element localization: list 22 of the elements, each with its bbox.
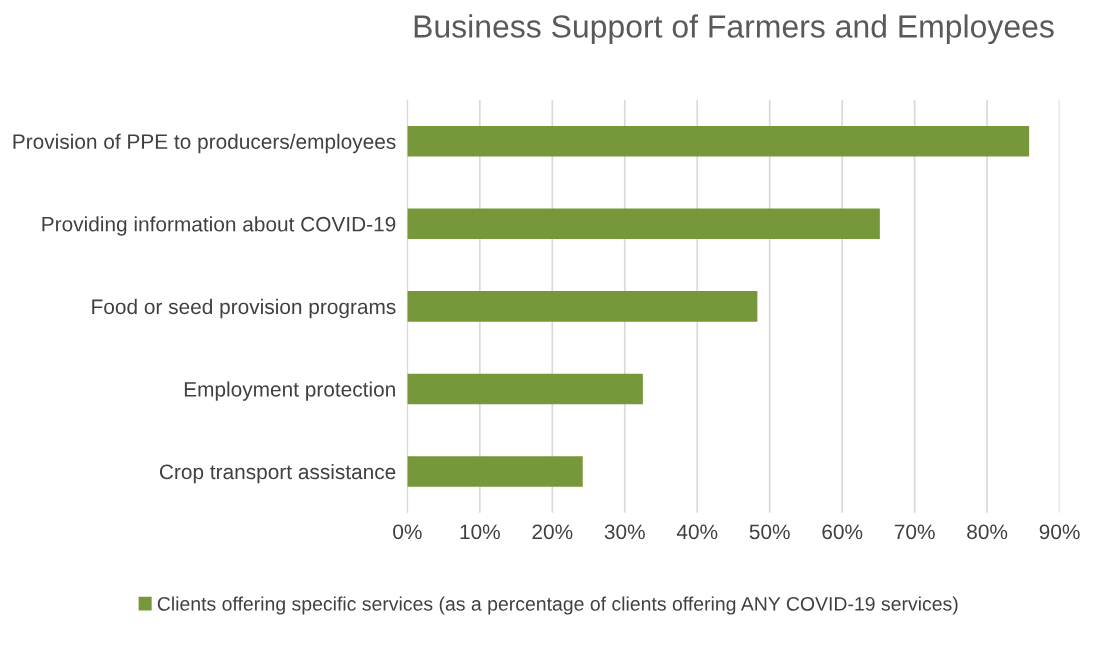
x-tick-label: 90% [1039,524,1080,540]
x-tick-label: 0% [393,524,422,540]
x-tick-label: 50% [749,524,790,540]
x-tick-label: 40% [676,524,718,540]
chart-title: Business Support of Farmers and Employees [414,14,1054,45]
legend-label: Clients offering specific services (as a percentage of clients offering ANY COVID-19 services) [157,596,958,615]
y-tick-label: Employment protection [184,381,395,401]
x-tick-label: 80% [967,524,1008,540]
bar [407,125,1030,157]
x-tick-label: 30% [604,524,645,540]
x-tick-label: 10% [460,524,500,540]
x-tick-label: 70% [894,524,935,540]
y-tick-label: Provision of PPE to producers/employees [13,133,396,154]
bar [407,208,880,240]
x-tick-label: 60% [822,524,863,540]
bar [407,456,583,487]
y-tick-label: Providing information about COVID-19 [42,216,396,236]
x-tick-label: 20% [532,524,573,540]
bar [407,373,643,405]
y-tick-label: Crop transport assistance [159,463,396,484]
bar [407,291,758,322]
y-tick-label: Food or seed provision programs [92,298,396,319]
